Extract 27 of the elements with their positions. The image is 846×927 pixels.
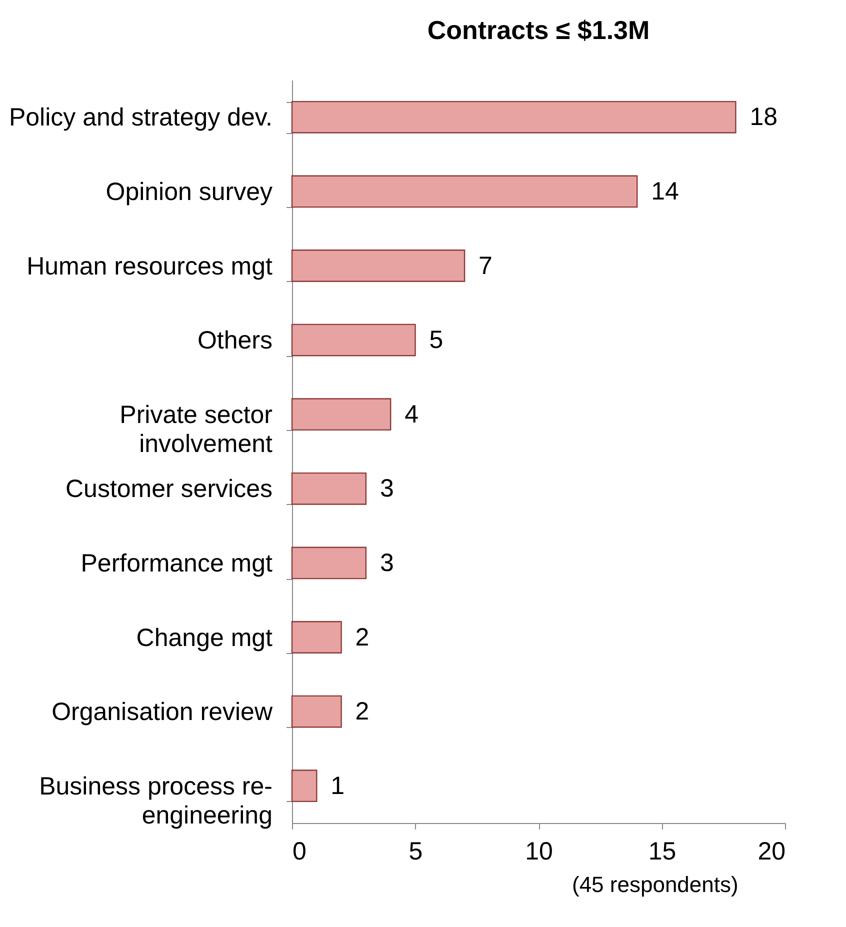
data-label: 7 bbox=[478, 252, 492, 280]
x-tick-label: 10 bbox=[525, 838, 553, 866]
y-tick-label: Opinion survey bbox=[106, 178, 273, 206]
x-tick-label: 0 bbox=[292, 838, 306, 866]
y-tick-label: Policy and strategy dev. bbox=[8, 104, 272, 132]
data-label: 5 bbox=[429, 326, 444, 354]
y-tick-label: Private sector involvement bbox=[120, 400, 273, 458]
x-tick-label: 20 bbox=[758, 838, 786, 866]
data-label: 2 bbox=[355, 623, 370, 652]
chart-title: Contracts ≤ $1.3M bbox=[427, 15, 650, 45]
data-label: 4 bbox=[404, 400, 419, 428]
y-tick-label: Customer services bbox=[66, 475, 272, 504]
y-tick-label: Performance mgt bbox=[80, 549, 273, 578]
y-tick-label: Organisation review bbox=[52, 698, 274, 726]
data-label: 1 bbox=[330, 772, 345, 800]
x-tick-label: 15 bbox=[648, 838, 676, 866]
data-label: 18 bbox=[750, 103, 778, 132]
y-tick-label: Change mgt bbox=[136, 624, 273, 652]
text: (45 respondents) bbox=[572, 872, 738, 898]
data-label: 14 bbox=[651, 177, 680, 206]
y-tick-label: Business process re-engineering bbox=[39, 772, 272, 830]
y-tick-label: Human resources mgt bbox=[26, 252, 273, 280]
data-label: 3 bbox=[380, 548, 394, 577]
x-tick-label: 5 bbox=[408, 838, 423, 866]
y-tick-label: Others bbox=[197, 326, 272, 355]
data-label: 3 bbox=[380, 474, 394, 503]
data-label: 2 bbox=[355, 698, 370, 726]
